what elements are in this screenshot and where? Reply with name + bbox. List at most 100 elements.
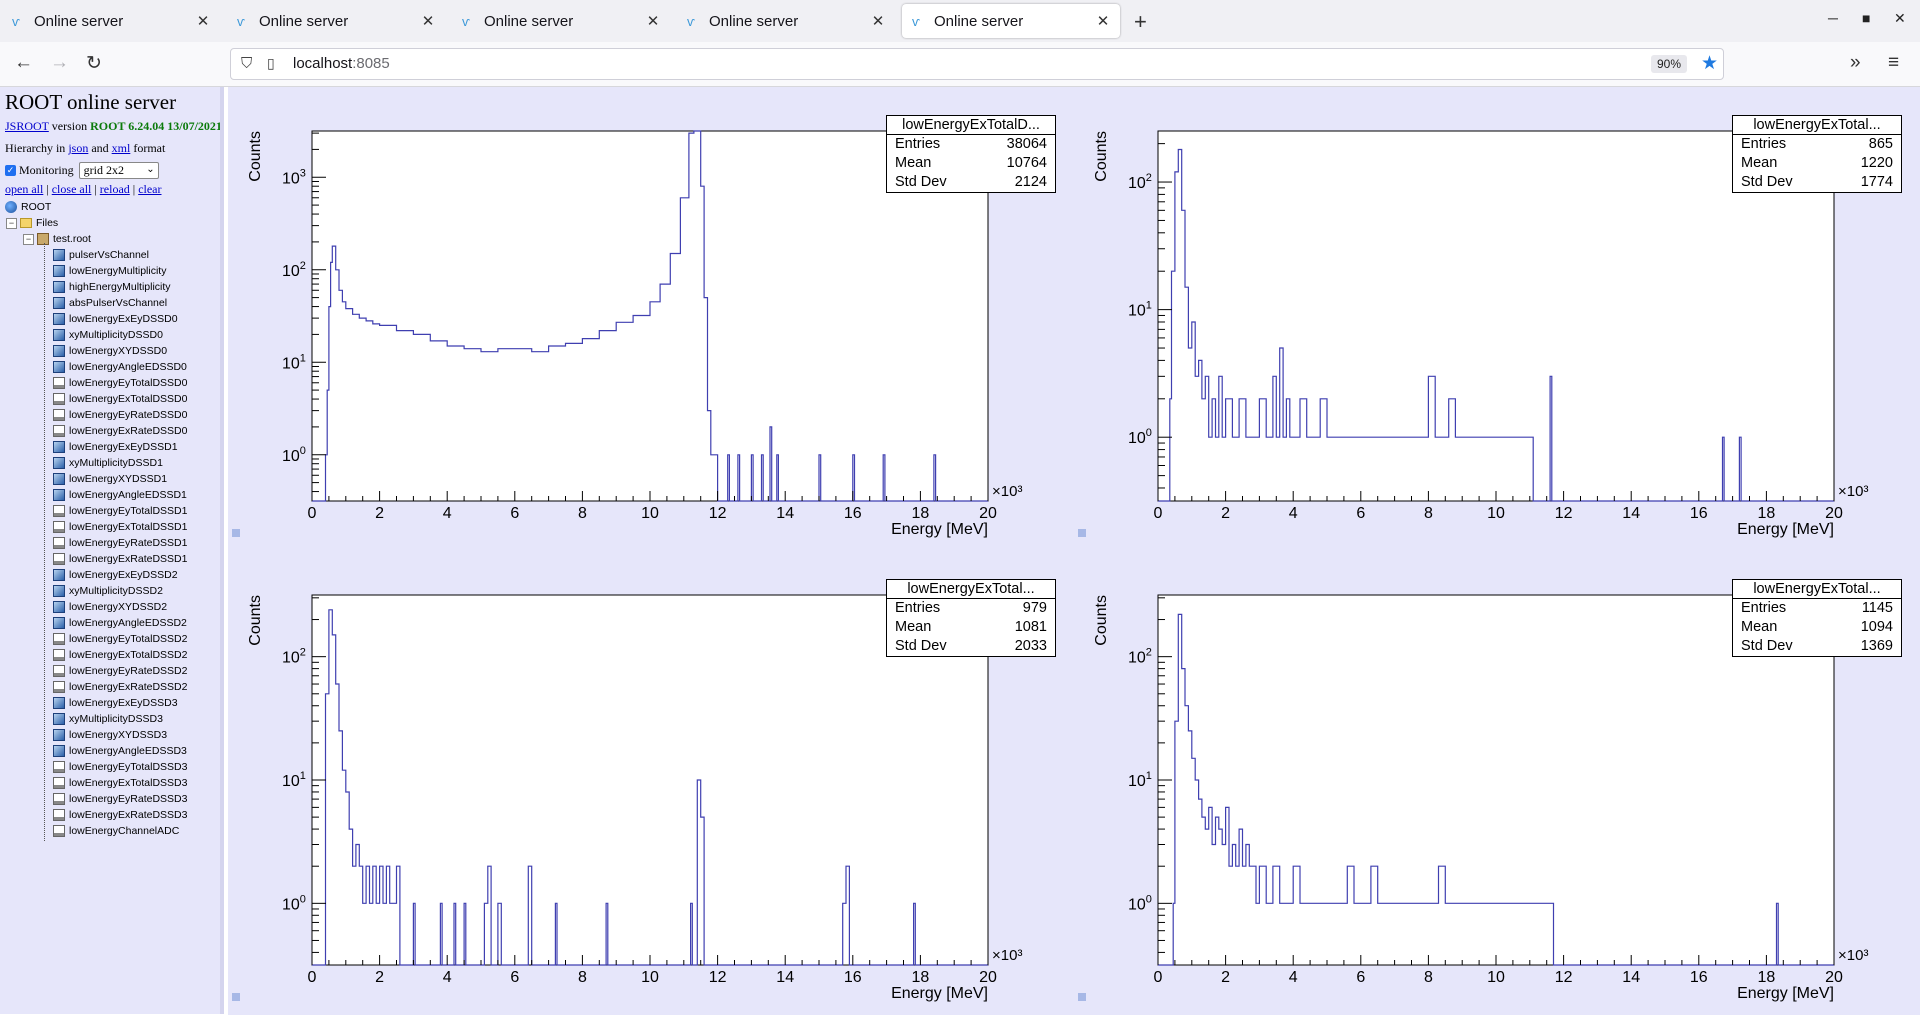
browser-tab[interactable]: ⱱ Online server ✕ (677, 4, 895, 38)
tree-item[interactable]: lowEnergyEyRateDSSD0 (53, 407, 187, 423)
tree-item[interactable]: lowEnergyExTotalDSSD0 (53, 391, 187, 407)
tree-item[interactable]: lowEnergyExTotalDSSD3 (53, 775, 187, 791)
tree-item[interactable]: lowEnergyExRateDSSD2 (53, 679, 187, 695)
pad-resize-handle[interactable] (232, 529, 240, 537)
tree-item-label: xyMultiplicityDSSD2 (69, 585, 163, 597)
xml-link[interactable]: xml (111, 141, 131, 155)
tree-item[interactable]: lowEnergyExEyDSSD1 (53, 439, 178, 455)
tree-item[interactable]: lowEnergyEyTotalDSSD0 (53, 375, 187, 391)
collapse-icon[interactable]: − (23, 233, 34, 245)
tree-file[interactable]: − test.root (23, 231, 91, 247)
tree-item-label: lowEnergyAngleEDSSD3 (69, 745, 187, 757)
browser-tab[interactable]: ⱱ Online server ✕ (452, 4, 670, 38)
stats-box[interactable]: lowEnergyExTotal... Entries 865 Mean 1220 Std… (1732, 115, 1902, 193)
tree-item[interactable]: lowEnergyXYDSSD2 (53, 599, 167, 615)
version-value: ROOT 6.24.04 13/07/2021 (90, 119, 222, 133)
close-tab-icon[interactable]: ✕ (1096, 13, 1110, 30)
histogram-pad[interactable]: 0 2 4 6 8 10 12 14 16 18 20 100 101 102 103 ×10³ Energy … (228, 87, 1074, 551)
tree-item[interactable]: lowEnergyXYDSSD0 (53, 343, 167, 359)
close-tab-icon[interactable]: ✕ (871, 13, 885, 30)
tree-item[interactable]: lowEnergyExRateDSSD3 (53, 807, 187, 823)
tree-item[interactable]: xyMultiplicityDSSD3 (53, 711, 163, 727)
tree-item[interactable]: lowEnergyExRateDSSD0 (53, 423, 187, 439)
tree-item[interactable]: lowEnergyExEyDSSD0 (53, 311, 178, 327)
y-axis-title: Counts (247, 595, 264, 646)
x-tick-label: 10 (641, 505, 659, 522)
close-tab-icon[interactable]: ✕ (646, 13, 660, 30)
tree-item[interactable]: lowEnergyEyRateDSSD1 (53, 535, 187, 551)
maximize-button[interactable]: ■ (1862, 10, 1871, 26)
tree-root[interactable]: ROOT (5, 199, 51, 215)
back-button[interactable]: ← (14, 52, 33, 73)
pad-resize-handle[interactable] (1078, 993, 1086, 1001)
tree-item[interactable]: lowEnergyEyRateDSSD2 (53, 663, 187, 679)
forward-button[interactable]: → (50, 52, 69, 73)
tree-item[interactable]: absPulserVsChannel (53, 295, 167, 311)
page-info-icon[interactable]: ▯ (267, 55, 275, 71)
open-all-link[interactable]: open all (5, 182, 44, 196)
close-all-link[interactable]: close all (51, 182, 92, 196)
collapse-icon[interactable]: − (6, 217, 17, 229)
menu-icon[interactable]: ≡ (1888, 52, 1900, 73)
url-text[interactable]: localhost:8085 (293, 55, 390, 72)
y-tick-label: 100 (282, 445, 306, 465)
histogram-pad[interactable]: 0 2 4 6 8 10 12 14 16 18 20 100 101 102 ×10³ Energy [Me… (228, 551, 1074, 1015)
tree-item[interactable]: highEnergyMultiplicity (53, 279, 171, 295)
tree-root-label: ROOT (21, 201, 52, 213)
close-tab-icon[interactable]: ✕ (196, 13, 210, 30)
tree-item[interactable]: lowEnergyExTotalDSSD1 (53, 519, 187, 535)
jsroot-link[interactable]: JSROOT (5, 119, 49, 133)
x-tick-label: 14 (1622, 505, 1640, 522)
browser-tab[interactable]: ⱱ Online server ✕ (2, 4, 220, 38)
tree-item[interactable]: xyMultiplicityDSSD0 (53, 327, 163, 343)
pad-resize-handle[interactable] (232, 993, 240, 1001)
minimize-button[interactable]: ─ (1828, 10, 1838, 26)
close-window-button[interactable]: ✕ (1894, 10, 1906, 26)
stats-box[interactable]: lowEnergyExTotal... Entries 1145 Mean 1094 St… (1732, 579, 1902, 657)
reload-link[interactable]: reload (99, 182, 130, 196)
tree-item-label: lowEnergyExEyDSSD1 (69, 441, 178, 453)
tree-item[interactable]: xyMultiplicityDSSD2 (53, 583, 163, 599)
clear-link[interactable]: clear (138, 182, 162, 196)
tree-item[interactable]: lowEnergyEyTotalDSSD3 (53, 759, 187, 775)
tree-item[interactable]: lowEnergyAngleEDSSD2 (53, 615, 187, 631)
tree-item[interactable]: lowEnergyExEyDSSD3 (53, 695, 178, 711)
stats-row: Entries 1145 (1733, 599, 1901, 618)
stats-box[interactable]: lowEnergyExTotal... Entries 979 Mean 1081 Std… (886, 579, 1056, 657)
browser-tab[interactable]: ⱱ Online server ✕ (227, 4, 445, 38)
tree-item[interactable]: lowEnergyXYDSSD1 (53, 471, 167, 487)
tree-item[interactable]: lowEnergyMultiplicity (53, 263, 166, 279)
tree-files[interactable]: − Files (6, 215, 58, 231)
tree-item[interactable]: lowEnergyEyTotalDSSD2 (53, 631, 187, 647)
reload-button[interactable]: ↻ (86, 53, 102, 74)
browser-tab-active[interactable]: ⱱ Online server ✕ (902, 4, 1120, 38)
tree-item[interactable]: lowEnergyAngleEDSSD1 (53, 487, 187, 503)
layout-select[interactable]: grid 2x2 ⌄ (78, 162, 159, 179)
tree-item[interactable]: lowEnergyEyTotalDSSD1 (53, 503, 187, 519)
tree-item[interactable]: lowEnergyEyRateDSSD3 (53, 791, 187, 807)
tree-item[interactable]: xyMultiplicityDSSD1 (53, 455, 163, 471)
tree-item[interactable]: lowEnergyXYDSSD3 (53, 727, 167, 743)
tree-item[interactable]: lowEnergyExTotalDSSD2 (53, 647, 187, 663)
monitoring-checkbox[interactable]: ✓ (5, 165, 16, 176)
zoom-indicator[interactable]: 90% (1651, 55, 1688, 73)
tree-item[interactable]: lowEnergyChannelADC (53, 823, 179, 839)
tree-item[interactable]: lowEnergyAngleEDSSD0 (53, 359, 187, 375)
shield-icon[interactable]: ⛉ (241, 55, 253, 72)
histogram-pad[interactable]: 0 2 4 6 8 10 12 14 16 18 20 100 101 102 ×10³ Energy [Me… (1074, 87, 1920, 551)
tree-item[interactable]: lowEnergyExEyDSSD2 (53, 567, 178, 583)
close-tab-icon[interactable]: ✕ (421, 13, 435, 30)
json-link[interactable]: json (68, 141, 89, 155)
pad-resize-handle[interactable] (1078, 529, 1086, 537)
tree-item[interactable]: pulserVsChannel (53, 247, 149, 263)
new-tab-button[interactable]: + (1134, 9, 1147, 34)
histogram-pad[interactable]: 0 2 4 6 8 10 12 14 16 18 20 100 101 102 ×10³ Energy [Me… (1074, 551, 1920, 1015)
address-bar[interactable]: ⛉ ▯ localhost:8085 90% ★ (230, 48, 1724, 80)
stats-box[interactable]: lowEnergyExTotalD... Entries 38064 Mean 1076… (886, 115, 1056, 193)
overflow-chevron-icon[interactable]: » (1850, 52, 1861, 73)
tree-item[interactable]: lowEnergyExRateDSSD1 (53, 551, 187, 567)
tab-label: Online server (34, 12, 124, 30)
bookmark-star-icon[interactable]: ★ (1701, 53, 1719, 74)
tree-item[interactable]: lowEnergyAngleEDSSD3 (53, 743, 187, 759)
stats-value: 979 (1022, 600, 1047, 616)
